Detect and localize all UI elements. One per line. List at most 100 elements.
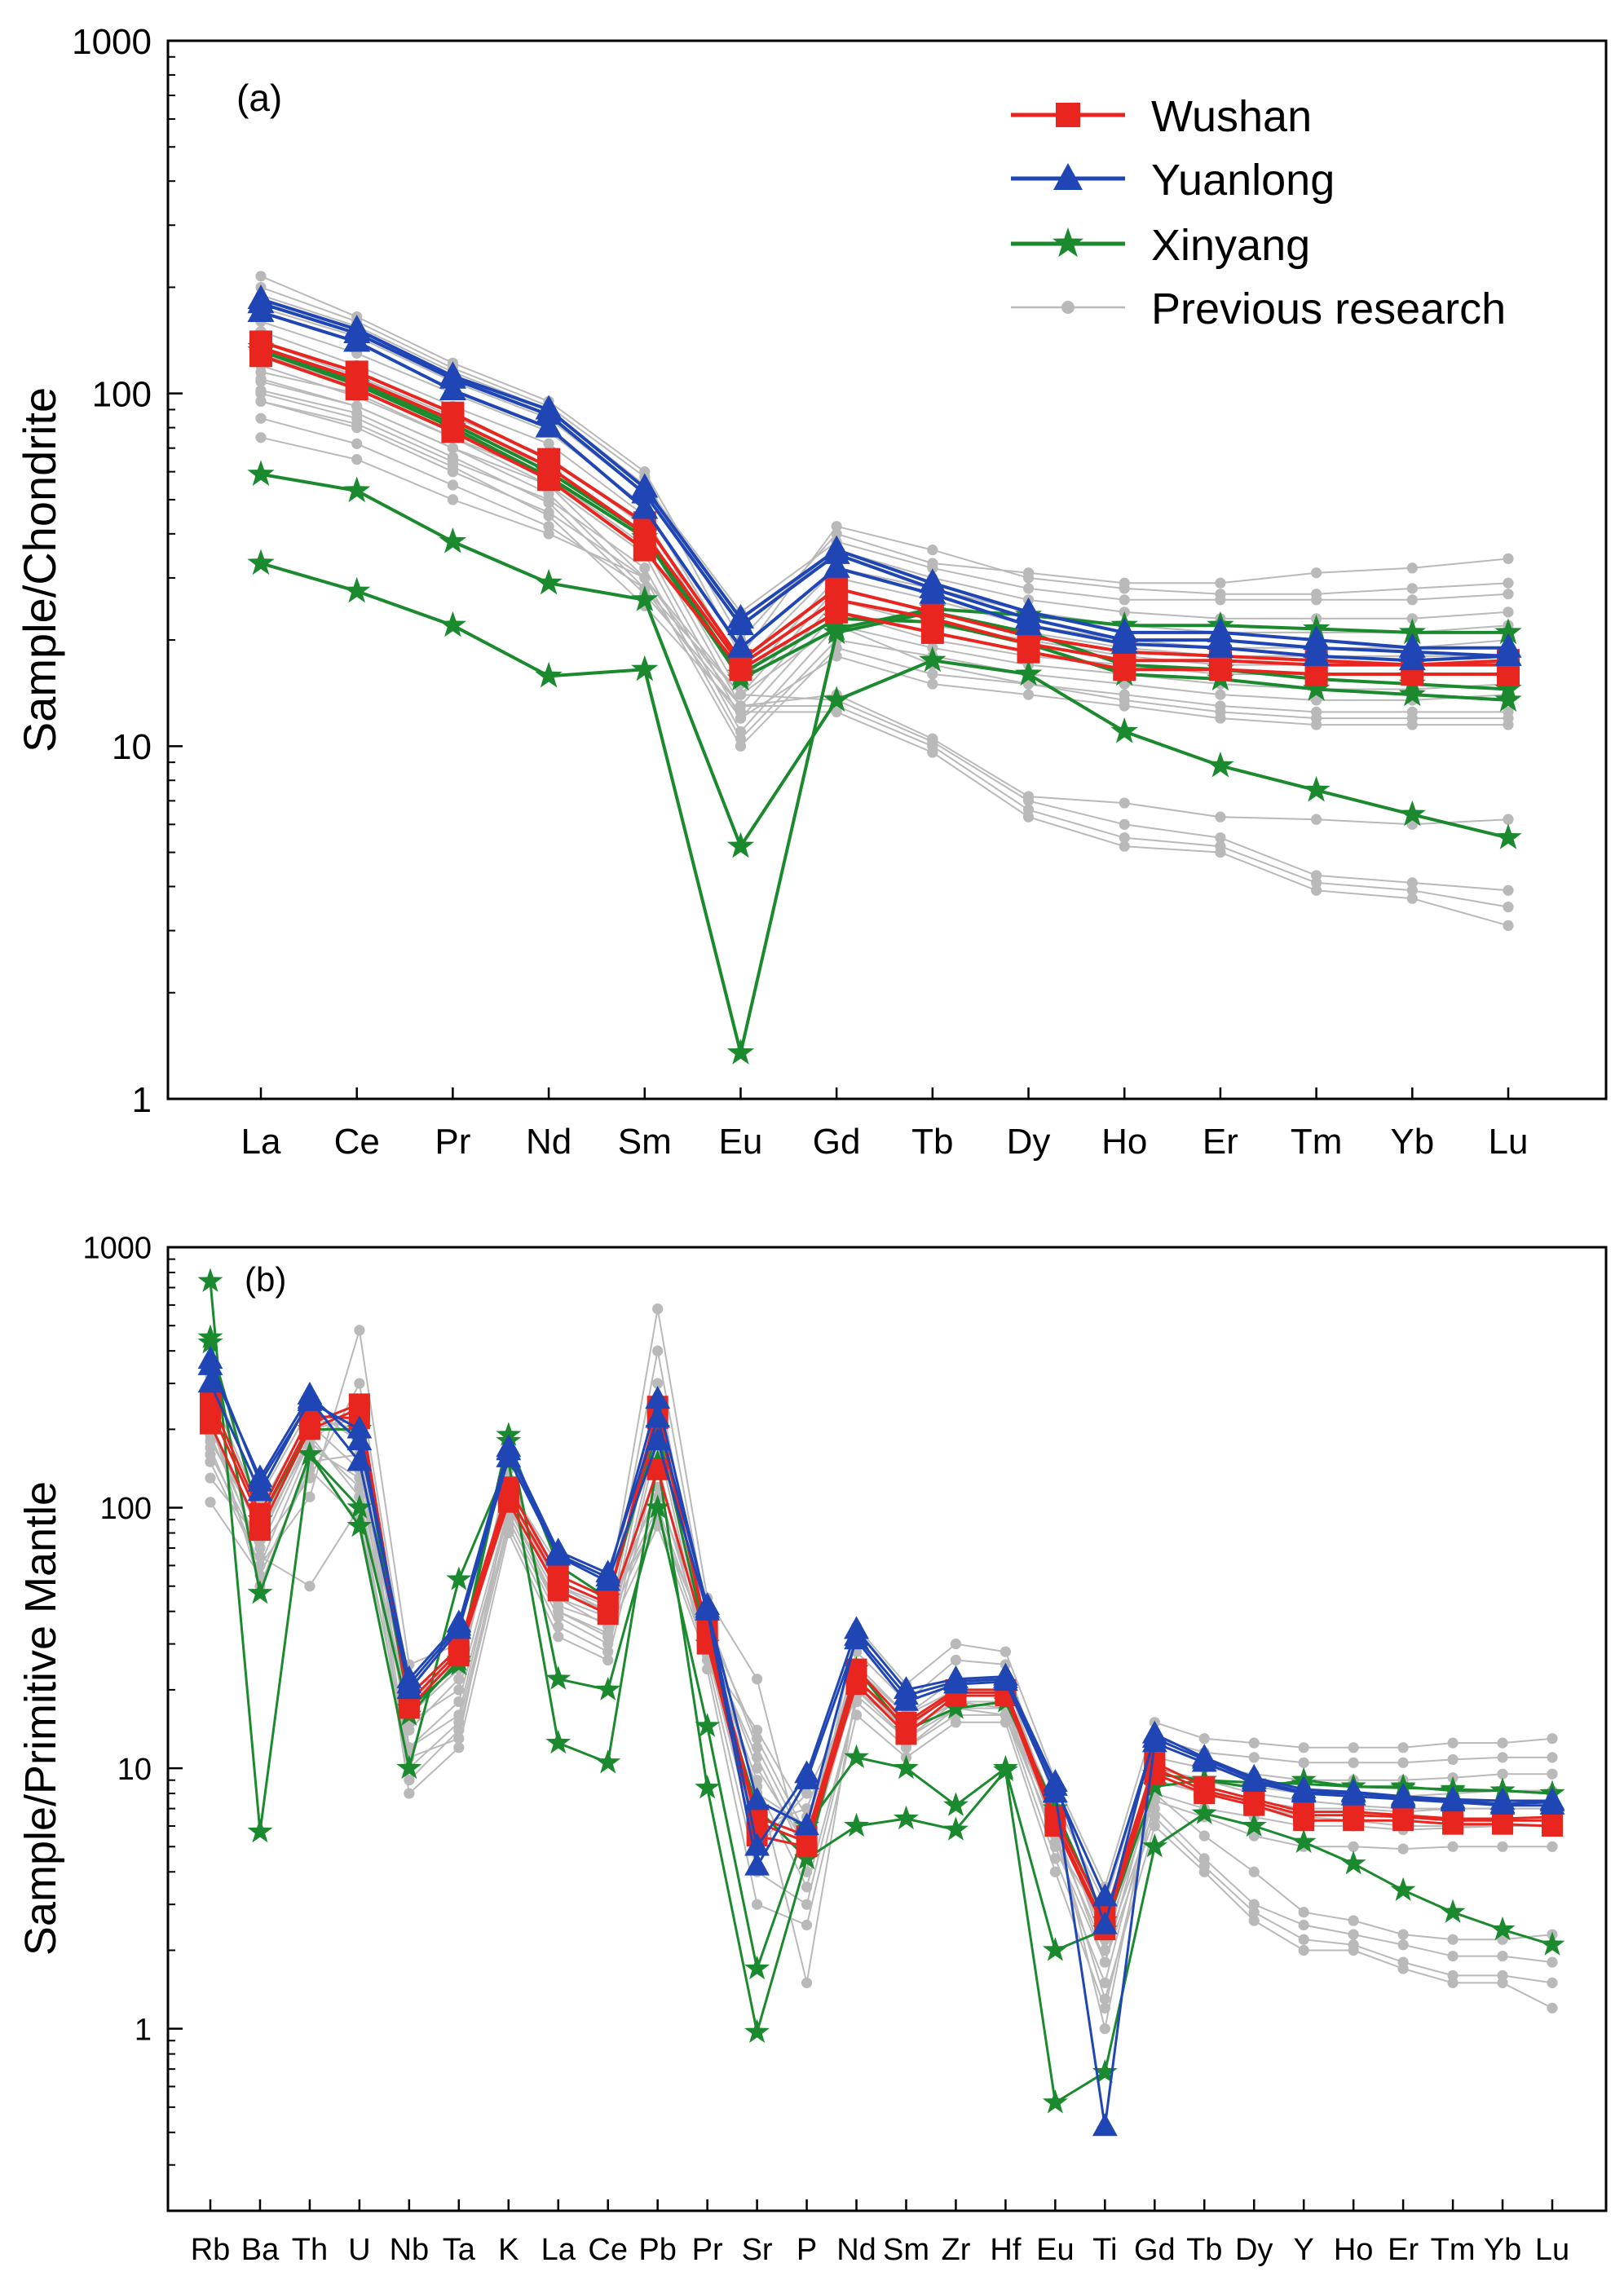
y-tick-label: 100 [100, 1492, 152, 1526]
point-previous [1022, 811, 1035, 823]
point-previous [1311, 877, 1322, 889]
point-xinyang [247, 460, 275, 486]
series-line-wushan [209, 1402, 1552, 1926]
point-previous [255, 432, 267, 443]
point-yuanlong [823, 535, 850, 560]
point-previous [831, 706, 842, 718]
x-tick-label: Nd [836, 2233, 876, 2267]
point-wushan [448, 1641, 470, 1663]
series-line-yuanlong [260, 311, 1509, 663]
series-line-wushan [209, 1399, 1553, 1918]
point-yuanlong [545, 1541, 571, 1564]
x-tick-label: Dy [1235, 2233, 1273, 2267]
point-previous [1397, 1929, 1409, 1940]
point-previous [1049, 1837, 1061, 1848]
point-yuanlong [1291, 1778, 1317, 1802]
point-yuanlong [1207, 617, 1234, 642]
point-wushan [249, 1509, 271, 1531]
point-previous [831, 521, 842, 532]
point-previous [652, 1378, 664, 1389]
point-yuanlong [1390, 1784, 1416, 1807]
point-wushan [845, 1668, 867, 1690]
legend-marker-wushan [1056, 103, 1080, 127]
point-xinyang [545, 1665, 571, 1690]
x-tick-label: Ti [1092, 2233, 1117, 2267]
point-previous [639, 572, 651, 584]
point-previous [1022, 689, 1035, 700]
point-previous [1298, 1919, 1309, 1931]
point-previous [801, 1881, 813, 1893]
point-xinyang [1241, 1812, 1267, 1837]
point-xinyang [1494, 686, 1522, 712]
point-previous [447, 479, 458, 491]
point-previous [553, 1621, 564, 1632]
point-previous [1215, 846, 1226, 858]
point-previous [453, 1709, 465, 1721]
point-yuanlong [197, 1370, 223, 1393]
point-previous [927, 562, 938, 574]
point-previous [1406, 893, 1418, 904]
plot-frame-b [166, 1246, 1608, 2212]
point-previous [1547, 1956, 1558, 1968]
point-previous [1248, 1915, 1260, 1926]
point-previous [801, 1899, 813, 1910]
point-previous [543, 497, 554, 509]
point-xinyang [894, 1754, 919, 1780]
point-wushan [1243, 1791, 1265, 1813]
point-xinyang [1440, 1899, 1466, 1923]
point-previous [1248, 1752, 1260, 1763]
x-tick-label: Tm [1291, 1122, 1343, 1162]
point-yuanlong [1092, 1883, 1118, 1907]
x-tick-label: Pr [435, 1122, 470, 1162]
point-yuanlong [1042, 1772, 1068, 1796]
point-xinyang [695, 1713, 721, 1737]
legend-marker-previous [1061, 301, 1075, 314]
point-yuanlong [535, 412, 563, 438]
point-previous [553, 1631, 564, 1643]
point-xinyang [919, 646, 947, 673]
point-previous [751, 1752, 763, 1763]
x-tick-label: U [348, 2233, 370, 2267]
legend-item-xinyang: Xinyang [1011, 221, 1310, 270]
point-previous [453, 1742, 465, 1753]
point-wushan [249, 330, 272, 354]
point-previous [801, 1788, 813, 1799]
series-xinyang-3 [247, 460, 1522, 858]
chondrite-normalized-panel: La Ce Pr Nd Sm Eu Gd Tb Dy Ho Er Tm Yb Lu 1 10 100 1000 (… [14, 22, 1608, 1162]
series-line-previous [260, 392, 1509, 740]
axes-a: La Ce Pr Nd Sm Eu Gd Tb Dy Ho Er Tm Yb Lu 1 10 100 1000 [72, 22, 1528, 1162]
point-previous [1149, 1811, 1160, 1823]
y-axis-label-b: Sample/Primitive Mantle [16, 1481, 65, 1956]
point-previous [543, 521, 554, 532]
point-previous [1397, 1963, 1409, 1974]
point-xinyang [535, 568, 563, 595]
point-xinyang [1303, 775, 1331, 802]
panel-label-b: (b) [245, 1260, 286, 1299]
point-wushan [1442, 1810, 1464, 1832]
point-yuanlong [535, 395, 563, 420]
point-xinyang [1489, 1916, 1516, 1941]
x-tick-label: Gd [1134, 2233, 1176, 2267]
point-previous [1248, 1866, 1260, 1877]
point-xinyang [823, 618, 850, 645]
point-previous [1198, 1830, 1210, 1842]
point-xinyang [197, 1268, 223, 1292]
point-previous [1022, 572, 1035, 584]
point-previous [404, 1788, 415, 1799]
point-previous [950, 1717, 962, 1728]
series-line-yuanlong [260, 298, 1508, 650]
series-line-previous [260, 381, 1509, 892]
series-line-previous [210, 1423, 1553, 2009]
point-previous [1311, 814, 1322, 825]
point-previous [1406, 594, 1418, 606]
study-samples-series-group-b [197, 1268, 1565, 2137]
point-yuanlong [1489, 1789, 1516, 1813]
point-previous [801, 1977, 813, 1988]
point-previous [255, 395, 267, 407]
point-wushan [441, 401, 465, 425]
point-previous [1547, 1733, 1558, 1744]
point-previous [351, 454, 363, 465]
series-line-previous [210, 1418, 1552, 2009]
point-previous [404, 1775, 415, 1786]
point-previous [1397, 1757, 1409, 1768]
